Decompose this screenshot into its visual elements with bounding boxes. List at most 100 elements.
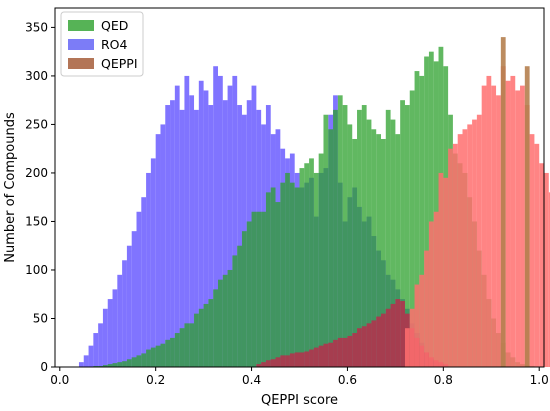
bar-qeppi-high [457, 134, 463, 367]
bars-layer [78, 37, 550, 368]
bar-qed [299, 168, 305, 367]
bar-ro4 [107, 299, 113, 367]
bar-qeppi-high [486, 75, 492, 368]
x-axis-label: QEPPI score [261, 393, 338, 408]
bar-qeppi-low [265, 360, 271, 367]
bar-qeppi-high [505, 80, 511, 368]
bar-qed [112, 363, 118, 367]
bar-qeppi-high [548, 192, 550, 367]
bar-qeppi-low [256, 364, 262, 367]
bar-ro4 [83, 355, 89, 367]
legend-swatch-ro4 [68, 39, 94, 50]
bar-qed [275, 202, 281, 367]
bar-ro4 [160, 124, 166, 368]
bar-ro4 [126, 245, 132, 367]
bar-qed [428, 51, 434, 367]
bar-qed [165, 339, 171, 367]
bar-qed [241, 231, 247, 367]
bar-qed [409, 90, 415, 367]
bar-qeppi-high [452, 143, 458, 367]
bar-ro4 [122, 260, 127, 367]
bar-qeppi-low [313, 347, 319, 367]
bar-qed [280, 182, 286, 367]
bar-qeppi-high [520, 85, 525, 368]
bar-qeppi-high [496, 95, 501, 367]
bar-qeppi-high [419, 274, 425, 367]
bar-qed [270, 187, 276, 367]
bar-qeppi-low [381, 313, 386, 367]
bar-qeppi-high [443, 177, 449, 367]
y-tick-label: 200 [25, 166, 48, 180]
bar-qeppi-high [433, 211, 439, 367]
bar-qed [122, 361, 127, 367]
bar-qed [342, 105, 348, 367]
bar-qed [318, 153, 324, 367]
y-tick-label: 350 [25, 20, 48, 34]
bar-qeppi-high [481, 85, 487, 368]
bar-qeppi-high [467, 124, 473, 368]
y-tick-label: 150 [25, 214, 48, 228]
bar-qed [232, 255, 238, 367]
legend-swatch-qed [68, 20, 94, 31]
bar-qeppi-low [366, 323, 372, 367]
bar-qeppi-low [352, 333, 358, 367]
y-tick-label: 0 [40, 360, 48, 374]
y-axis-label: Number of Compounds [3, 112, 18, 263]
bar-qed [141, 353, 147, 367]
bar-ro4 [112, 289, 118, 367]
bar-qed [366, 119, 372, 367]
bar-qeppi-low [376, 316, 381, 367]
x-tick-label: 0.2 [146, 373, 165, 387]
x-tick-label: 0.0 [50, 373, 69, 387]
bar-qed [136, 355, 142, 367]
bar-qeppi-low [328, 342, 334, 367]
bar-ro4 [93, 333, 99, 367]
bar-qeppi-high [515, 90, 521, 367]
bar-qeppi-high [448, 148, 453, 367]
bar-qed [376, 134, 381, 367]
bar-qed [150, 347, 156, 367]
x-tick-label: 0.8 [434, 373, 453, 387]
bar-ro4 [203, 90, 209, 367]
bar-qed [222, 274, 228, 367]
bar-qeppi-low [294, 352, 300, 367]
bar-qed [102, 365, 108, 367]
bar-qeppi-high [529, 134, 535, 367]
bar-qed [328, 129, 334, 367]
bar-qed [390, 119, 396, 367]
bar-qeppi-high [534, 143, 540, 367]
bar-qeppi-low [318, 345, 324, 367]
bar-qeppi-low [309, 349, 314, 367]
bar-ro4 [179, 109, 185, 367]
bar-qed [419, 75, 425, 368]
legend-label-qed: QED [101, 18, 128, 33]
bar-qeppi-high [544, 172, 549, 367]
bar-qed [400, 100, 405, 368]
bar-qed [347, 124, 353, 368]
bar-ro4 [222, 100, 228, 368]
bar-qed [357, 109, 362, 367]
bar-qed [361, 105, 367, 367]
x-tick-label: 0.4 [242, 373, 261, 387]
bar-qed [265, 192, 271, 367]
bar-qeppi-low [280, 355, 286, 367]
bar-qeppi-spikes [524, 66, 530, 367]
bar-qed [155, 345, 161, 367]
bar-qed [352, 138, 358, 367]
bar-qeppi-low [333, 339, 338, 367]
x-tick-label: 1.0 [530, 373, 549, 387]
y-tick-label: 300 [25, 69, 48, 83]
bar-qed [414, 71, 420, 367]
bar-qeppi-low [395, 299, 401, 367]
bar-qeppi-low [385, 308, 391, 367]
bar-ro4 [189, 95, 195, 367]
legend-label-qeppi: QEPPI [101, 56, 138, 71]
bar-qeppi-high [404, 328, 410, 367]
bar-qed [424, 56, 429, 367]
bar-qeppi-high [428, 221, 434, 367]
bar-qeppi-high [438, 172, 444, 367]
bar-ro4 [98, 323, 103, 367]
bar-qed [179, 328, 185, 367]
bar-ro4 [170, 100, 175, 368]
bar-ro4 [227, 85, 233, 368]
